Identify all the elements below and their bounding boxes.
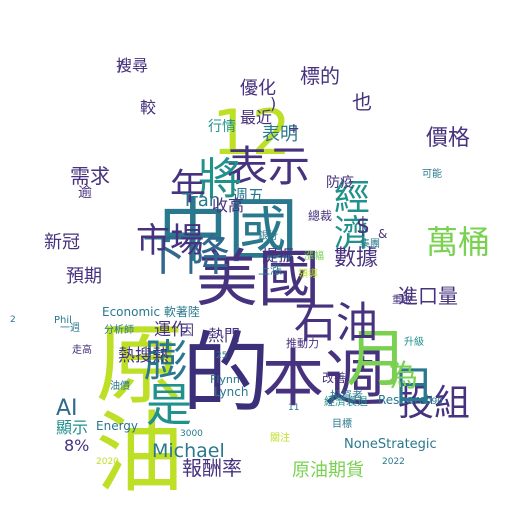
word-2022: 2022 xyxy=(382,457,405,467)
word-yinhang: 銀行 xyxy=(258,231,278,242)
word-yue: 月 xyxy=(346,322,409,395)
word-biaodi: 標的 xyxy=(300,64,340,88)
word-shichang: 市場 xyxy=(136,221,204,261)
word-wantong: 萬桶 xyxy=(426,223,491,261)
word-paren: ) xyxy=(270,94,277,113)
word-zuijin: 最近 xyxy=(240,108,273,127)
word-yu: 逾 xyxy=(78,185,92,201)
word-ye: 也 xyxy=(352,90,372,114)
word-fenxi: 分析師 xyxy=(104,325,134,336)
word-2020: 2020 xyxy=(96,457,119,467)
word-jinkouliang: 進口量 xyxy=(398,284,458,308)
word-yuanyouqihuo: 原油期貨 xyxy=(292,460,364,481)
word-research: Research xyxy=(378,393,434,407)
word-zhongdian: 重啟 xyxy=(392,295,412,306)
word-redou: 熱搜熱 xyxy=(118,346,169,366)
word-zhangfu: 漲幅 xyxy=(304,251,324,262)
word-jiti: 集團 xyxy=(360,239,380,250)
word-tichen: 提振 xyxy=(262,246,295,265)
word-xuqiu: 需求 xyxy=(70,164,110,188)
word-xingqing: 行情 xyxy=(208,119,236,135)
word-wei: 為 xyxy=(388,359,418,394)
word-energy: Energy xyxy=(96,419,139,433)
word-zoudi: 走高 xyxy=(72,345,92,356)
word-25: 25 xyxy=(216,351,228,361)
word-zhouwu: 週五 xyxy=(232,186,265,205)
word-michael: Michael xyxy=(152,440,225,462)
word-ai: AI xyxy=(56,396,78,421)
word-flynn: Flynn xyxy=(210,373,240,386)
word-baochoulu: 報酬率 xyxy=(182,456,242,480)
word-jingji: 經濟 xyxy=(328,178,369,250)
word-2: 2 xyxy=(10,315,16,325)
word-slash: / xyxy=(118,56,124,75)
word-phil: Phil xyxy=(54,315,72,326)
word-shi: 是 xyxy=(146,378,192,432)
word-pengzhang: 膨 xyxy=(144,336,188,387)
word-plus: + xyxy=(288,121,300,137)
word-youhua: 優化 xyxy=(240,78,276,99)
word-jiage: 價格 xyxy=(426,126,471,151)
word-yiwan: 一週 xyxy=(60,323,80,334)
word-yunzuo: 運作 xyxy=(154,320,188,340)
word-benzhou: 本週 xyxy=(262,342,387,415)
word-touzizhe: 投資者 xyxy=(330,389,363,402)
word-rem: 熱門 xyxy=(208,326,241,345)
word-nonestrategic: NoneStrategic xyxy=(344,437,437,452)
word-jingjishuaitui: 經濟衰退 xyxy=(324,395,368,408)
word-gaigan: 改善 xyxy=(322,371,347,385)
word-lingdao: 領導 xyxy=(298,269,318,280)
word-jiaohao: 較 xyxy=(140,98,157,117)
word-xianshi: 顯示 xyxy=(56,418,89,437)
word-1090: 1090 xyxy=(420,397,443,407)
word-ri: 日 xyxy=(392,362,435,411)
word-zong: 總裁 xyxy=(308,209,333,223)
word-xiajiang: 下降 xyxy=(142,230,230,281)
word-mubiao: 目標 xyxy=(332,419,352,430)
word-yin: 因 xyxy=(180,323,194,339)
word-xinguan: 新冠 xyxy=(44,232,80,253)
word-dollar: $ xyxy=(356,214,370,239)
word-shuju: 數據 xyxy=(334,246,379,271)
word-8pct: 8% xyxy=(64,436,90,455)
word-zhongguo: 中國 xyxy=(158,190,298,272)
word-amp: & xyxy=(378,227,388,241)
word-economic: Economic 軟著陸 xyxy=(102,305,200,319)
word-3000: 3000 xyxy=(180,429,203,439)
word-de: 的 xyxy=(182,322,271,425)
word-yuanyou: 原油 xyxy=(81,318,184,494)
word-shangzhang: 上漲 xyxy=(258,263,283,277)
word-shougao: 收高 xyxy=(212,196,245,215)
word-nian: 年 xyxy=(170,167,207,208)
word-shiyou: 石油 xyxy=(294,298,379,347)
word-kenengxing: 可能 xyxy=(422,169,442,180)
word-biaoshi: 表示 xyxy=(226,142,311,191)
word-guanzhu: 關注 xyxy=(270,433,290,444)
word-lynch: Lynch xyxy=(214,385,249,399)
word-tuidongli: 推動力 xyxy=(286,337,319,350)
word-youjia: 油價 xyxy=(110,381,130,392)
word-meiguo: 美國 xyxy=(196,242,321,315)
word-jiang: 將 xyxy=(198,154,242,205)
word-11: 11 xyxy=(288,403,300,413)
word-12: 12 xyxy=(212,96,291,169)
word-touzizu: 投組 xyxy=(398,383,471,424)
word-fangyi: 防疫 xyxy=(326,175,354,191)
word-yuqi: 預期 xyxy=(66,266,102,287)
word-tran: Tran xyxy=(182,190,221,211)
word-biaoming: 表明 xyxy=(262,124,298,145)
word-zhaohu: 搜尋 xyxy=(116,56,149,75)
word-shengji: 升級 xyxy=(404,337,424,348)
